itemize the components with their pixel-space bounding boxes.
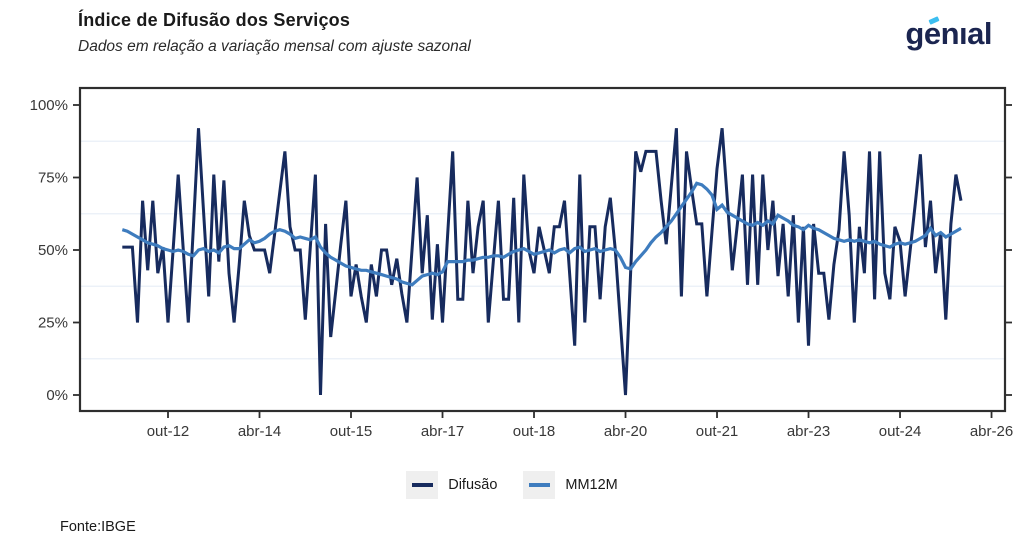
x-axis-label: out-21	[696, 423, 739, 440]
y-axis-label: 50%	[38, 242, 68, 259]
logo-text: genıal	[905, 16, 992, 51]
chart-header: Índice de Difusão dos Serviços Dados em …	[78, 10, 471, 56]
page-title: Índice de Difusão dos Serviços	[78, 10, 351, 30]
legend-label-difusao: Difusão	[448, 477, 498, 493]
legend-item-difusao: Difusão	[406, 471, 497, 499]
chart-legend: Difusão MM12M	[0, 468, 1024, 502]
mm12m-legend-key	[523, 471, 556, 499]
source-note: Fonte:IBGE	[60, 519, 136, 535]
y-axis-label: 25%	[38, 315, 68, 332]
diffusion-line-chart: 0% 25% 50% 75% 100% out-12 abr-14 out-15 abr-17 o…	[30, 86, 1013, 440]
x-axis-label: abr-26	[970, 423, 1013, 440]
legend-label-mm12m: MM12M	[565, 477, 618, 493]
series-line-difusão	[122, 128, 963, 396]
series-line-mm12m	[121, 181, 962, 287]
genial-logo: genıal	[905, 16, 992, 52]
page-subtitle: Dados em relação a variação mensal com a…	[78, 38, 471, 55]
x-axis-label: abr-20	[604, 423, 647, 440]
difusao-line-swatch-icon	[411, 483, 433, 487]
x-axis-label: abr-14	[238, 423, 281, 440]
x-axis-label: abr-17	[421, 423, 464, 440]
y-axis-label: 75%	[38, 170, 68, 187]
mm12m-line-swatch-icon	[528, 483, 550, 487]
y-axis-label: 100%	[30, 97, 68, 114]
x-axis-label: out-24	[879, 423, 922, 440]
x-axis-label: out-18	[513, 423, 556, 440]
difusao-legend-key	[406, 471, 439, 499]
y-axis-label: 0%	[46, 387, 68, 404]
x-axis-label: abr-23	[787, 423, 830, 440]
x-axis-label: out-12	[147, 423, 190, 440]
legend-item-mm12m: MM12M	[523, 471, 618, 499]
x-axis-label: out-15	[330, 423, 373, 440]
